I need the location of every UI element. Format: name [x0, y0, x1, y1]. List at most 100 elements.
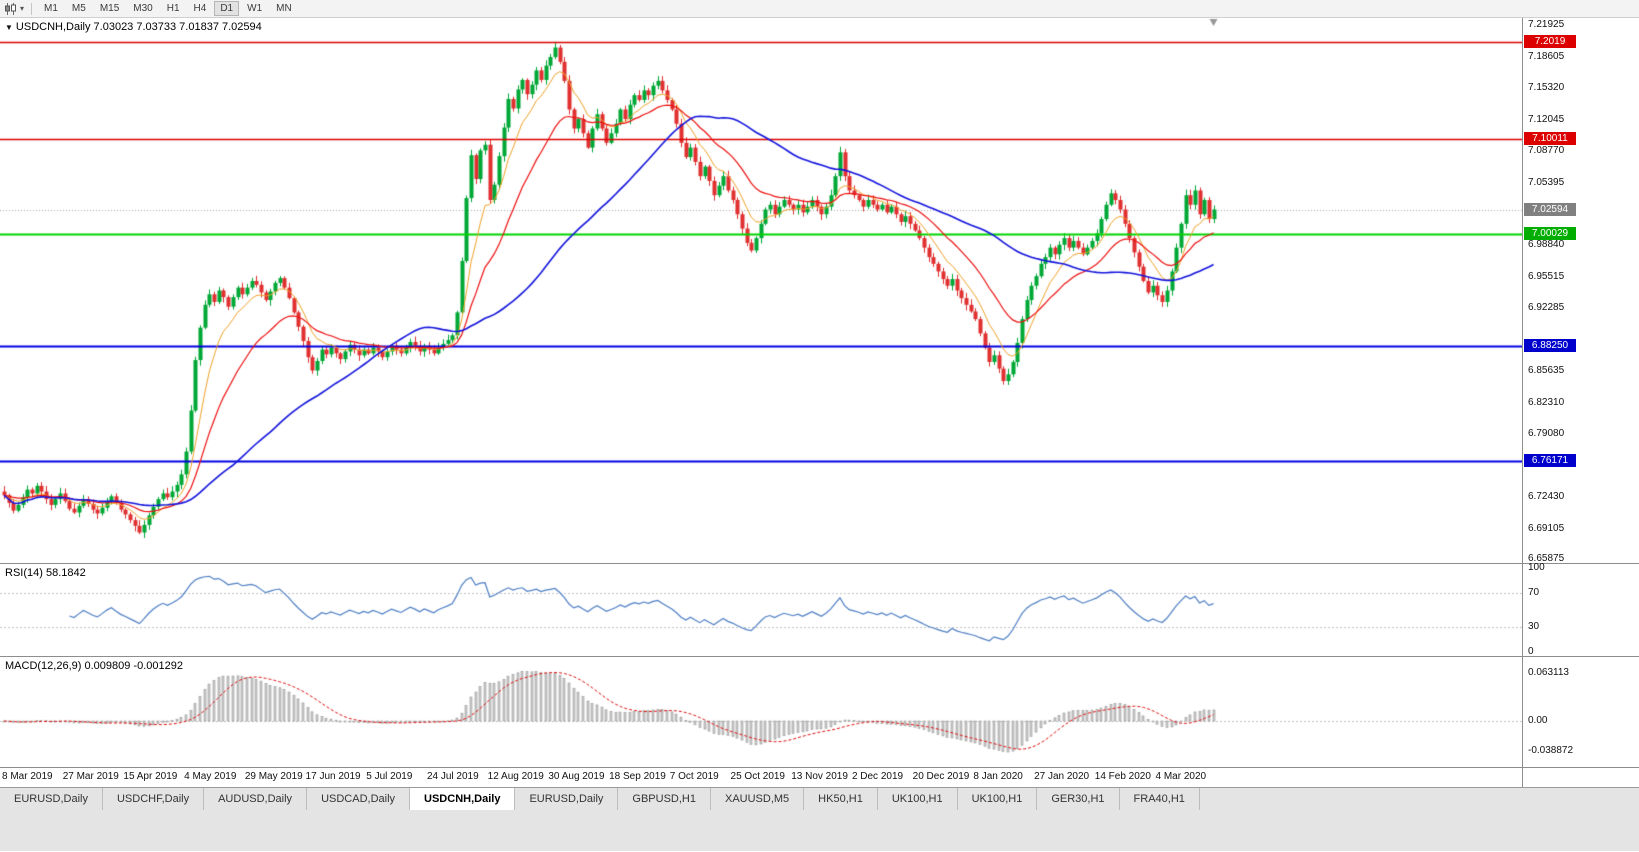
date-label: 18 Sep 2019 — [609, 771, 666, 782]
timeframe-button-w1[interactable]: W1 — [247, 3, 263, 14]
macd-axis-label: 0.00 — [1528, 715, 1548, 726]
timeframe-button-h4[interactable]: H4 — [193, 3, 207, 14]
date-label: 20 Dec 2019 — [912, 771, 970, 782]
timeframe-button-d1[interactable]: D1 — [214, 1, 240, 16]
tab-ger30-h1[interactable]: GER30,H1 — [1037, 788, 1120, 810]
tab-uk100-h1[interactable]: UK100,H1 — [877, 788, 958, 810]
date-label: 2 Dec 2019 — [851, 771, 904, 782]
axis-divider-line — [1523, 563, 1639, 564]
rsi-axis-label: 0 — [1528, 646, 1534, 657]
chart-tabs: EURUSD,Daily USDCHF,Daily AUDUSD,Daily USDC… — [0, 787, 1639, 810]
date-label: 25 Oct 2019 — [730, 771, 785, 782]
main-chart-panel[interactable]: ▼ USDCNH,Daily 7.03023 7.03733 7.01837 7.… — [0, 18, 1522, 563]
charts-column: ▼ USDCNH,Daily 7.03023 7.03733 7.01837 7.… — [0, 18, 1522, 787]
timeframe-button-m30[interactable]: M30 — [133, 3, 153, 14]
price-tick: 6.95515 — [1528, 271, 1565, 283]
rsi-canvas[interactable] — [0, 564, 1522, 656]
ohlc-text: USDCNH,Daily 7.03023 7.03733 7.01837 7.0… — [15, 21, 262, 33]
date-label: 29 May 2019 — [244, 771, 303, 782]
price-tick: 6.69105 — [1528, 522, 1565, 534]
price-badge: 7.10011 — [1524, 131, 1576, 145]
toolbar-separator — [31, 2, 33, 15]
date-label: 5 Jul 2019 — [366, 771, 413, 782]
macd-axis-label: -0.038872 — [1528, 744, 1574, 756]
price-badge: 7.02594 — [1524, 202, 1576, 216]
timeframe-button-m15[interactable]: M15 — [99, 3, 120, 14]
axis-divider-line — [1523, 656, 1639, 657]
chart-region: ▼ USDCNH,Daily 7.03023 7.03733 7.01837 7.… — [0, 18, 1639, 787]
macd-label: MACD(12,26,9) 0.009809 -0.001292 — [5, 660, 183, 672]
date-label: 8 Jan 2020 — [973, 771, 1023, 782]
axis-divider-line — [1523, 767, 1639, 768]
date-label: 24 Jul 2019 — [426, 771, 479, 782]
price-tick: 7.15320 — [1528, 82, 1565, 94]
tab-fra40-h1[interactable]: FRA40,H1 — [1119, 788, 1200, 810]
price-tick: 6.85635 — [1528, 365, 1565, 377]
tab-hk50-h1[interactable]: HK50,H1 — [804, 788, 878, 810]
price-tick: 7.21925 — [1528, 19, 1565, 31]
date-label: 4 May 2019 — [184, 771, 237, 782]
timeframe-button-m5[interactable]: M5 — [71, 3, 86, 14]
rsi-axis-label: 70 — [1528, 587, 1540, 599]
rsi-name: RSI(14) — [5, 567, 43, 579]
price-tick: 6.98840 — [1528, 239, 1565, 251]
date-label: 17 Jun 2019 — [305, 771, 361, 782]
price-tick: 6.65875 — [1528, 553, 1565, 565]
price-tick: 6.79080 — [1528, 427, 1565, 439]
price-tick: 6.82310 — [1528, 396, 1565, 408]
date-label: 30 Aug 2019 — [548, 771, 605, 782]
price-axis[interactable]: 7.21925 7.18605 7.15320 7.12045 7.08770 7.053… — [1522, 18, 1639, 787]
ohlc-label: ▼ USDCNH,Daily 7.03023 7.03733 7.01837 7.… — [5, 21, 262, 33]
date-label: 12 Aug 2019 — [487, 771, 544, 782]
date-label: 27 Mar 2019 — [62, 771, 119, 782]
tab-xauusd-m5[interactable]: XAUUSD,M5 — [710, 788, 805, 810]
price-tick: 6.72430 — [1528, 490, 1565, 502]
rsi-panel[interactable]: RSI(14) 58.1842 — [0, 564, 1522, 656]
date-axis[interactable]: 8 Mar 2019 27 Mar 2019 15 Apr 2019 4 May 20… — [0, 767, 1522, 787]
macd-axis-label: 0.063113 — [1528, 667, 1569, 679]
macd-name: MACD(12,26,9) — [5, 660, 82, 672]
price-badge: 7.00029 — [1524, 227, 1576, 240]
panel-divider[interactable] — [0, 563, 1522, 564]
price-badge: 6.88250 — [1524, 339, 1576, 353]
date-label: 4 Mar 2020 — [1155, 771, 1207, 782]
price-tick: 7.12045 — [1528, 113, 1565, 125]
timeframe-button-mn[interactable]: MN — [276, 3, 292, 14]
tab-eurusd-daily[interactable]: EURUSD,Daily — [515, 788, 619, 810]
top-toolbar: ▾ M1 M5 M15 M30 H1 H4 D1 W1 MN — [0, 0, 1639, 18]
rsi-value: 58.1842 — [45, 567, 86, 579]
rsi-axis-label: 30 — [1528, 620, 1540, 632]
rsi-label: RSI(14) 58.1842 — [5, 567, 86, 579]
date-label: 14 Feb 2020 — [1094, 771, 1151, 782]
macd-values: 0.009809 -0.001292 — [84, 660, 183, 672]
date-label: 15 Apr 2019 — [123, 771, 178, 782]
timeframe-buttons: M1 M5 M15 M30 H1 H4 D1 W1 MN — [37, 1, 299, 16]
tab-audusd-daily[interactable]: AUDUSD,Daily — [204, 788, 308, 810]
tab-usdcnh-daily[interactable]: USDCNH,Daily — [410, 788, 516, 810]
price-badge: 7.2019 — [1524, 34, 1576, 48]
date-label: 7 Oct 2019 — [669, 771, 719, 782]
tab-usdchf-daily[interactable]: USDCHF,Daily — [102, 788, 205, 810]
macd-panel[interactable]: MACD(12,26,9) 0.009809 -0.001292 — [0, 657, 1522, 767]
price-tick: 7.18605 — [1528, 51, 1565, 63]
date-label: 27 Jan 2020 — [1034, 771, 1090, 782]
price-badge: 6.76171 — [1524, 454, 1576, 468]
price-tick: 7.08770 — [1528, 144, 1565, 156]
symbol-dropdown-icon[interactable]: ▼ — [5, 23, 13, 32]
timeframe-button-m1[interactable]: M1 — [44, 3, 58, 14]
tab-usdcad-daily[interactable]: USDCAD,Daily — [307, 788, 411, 810]
timeframe-button-h1[interactable]: H1 — [166, 3, 180, 14]
date-label: 8 Mar 2019 — [2, 771, 53, 782]
macd-canvas[interactable] — [0, 657, 1522, 767]
panel-divider[interactable] — [0, 656, 1522, 657]
tab-uk100-h1[interactable]: UK100,H1 — [957, 788, 1038, 810]
price-tick: 7.05395 — [1528, 176, 1565, 188]
main-chart-canvas[interactable] — [0, 18, 1522, 563]
price-tick: 6.92285 — [1528, 301, 1565, 313]
tab-gbpusd-h1[interactable]: GBPUSD,H1 — [618, 788, 711, 810]
chart-type-icon[interactable] — [4, 2, 18, 15]
rsi-axis-label: 100 — [1528, 562, 1545, 573]
chart-type-dropdown-caret[interactable]: ▾ — [20, 4, 25, 13]
tab-eurusd-daily[interactable]: EURUSD,Daily — [0, 788, 103, 810]
